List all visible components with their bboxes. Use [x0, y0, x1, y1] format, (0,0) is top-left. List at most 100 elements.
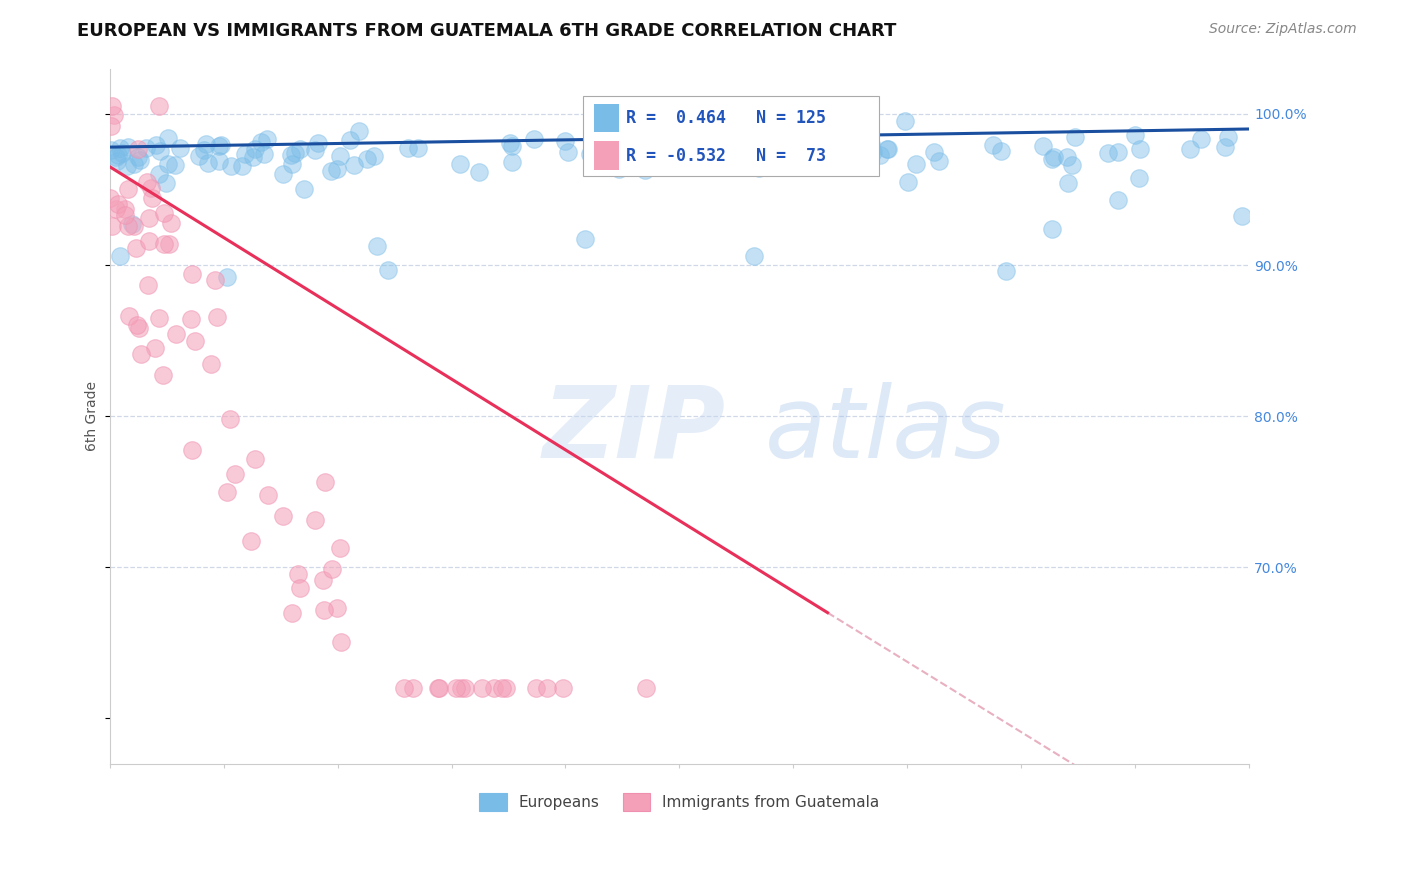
Point — [607, 161, 630, 176]
Point — [304, 143, 326, 157]
Point — [288, 142, 311, 156]
Point — [1060, 158, 1083, 172]
Point — [148, 167, 170, 181]
Point — [444, 681, 467, 696]
Point — [219, 411, 242, 425]
Point — [454, 681, 477, 696]
Point — [281, 607, 304, 621]
Point — [676, 141, 699, 155]
Point — [131, 347, 153, 361]
Point — [101, 219, 124, 233]
Point — [153, 206, 176, 220]
Point — [118, 309, 141, 323]
Point — [1056, 176, 1078, 190]
Point — [125, 318, 148, 332]
Point — [844, 158, 866, 172]
Point — [661, 148, 683, 162]
Point — [877, 142, 900, 156]
Point — [551, 681, 574, 696]
Point — [157, 131, 180, 145]
Point — [330, 635, 353, 649]
Point — [789, 140, 811, 154]
Point — [343, 158, 366, 172]
Point — [231, 159, 253, 173]
Point — [633, 163, 655, 178]
Point — [1107, 145, 1129, 160]
Point — [402, 681, 425, 696]
Point — [136, 277, 159, 292]
Point — [180, 311, 202, 326]
Point — [163, 158, 186, 172]
Point — [100, 119, 122, 133]
Bar — [593, 103, 619, 132]
Point — [524, 681, 547, 696]
Point — [107, 148, 129, 162]
Point — [922, 145, 945, 160]
Point — [148, 310, 170, 325]
Point — [128, 153, 150, 168]
Point — [1097, 146, 1119, 161]
Point — [160, 216, 183, 230]
Point — [628, 130, 651, 145]
Point — [105, 154, 128, 169]
Point — [339, 133, 361, 147]
Point — [1043, 150, 1066, 164]
Point — [200, 357, 222, 371]
Point — [1123, 128, 1146, 142]
Point — [377, 263, 399, 277]
Point — [271, 167, 294, 181]
Point — [103, 108, 125, 122]
Point — [114, 202, 136, 216]
Point — [392, 681, 415, 696]
Point — [366, 238, 388, 252]
Point — [117, 219, 139, 234]
Point — [523, 132, 546, 146]
Point — [215, 484, 238, 499]
Point — [98, 191, 121, 205]
Point — [574, 232, 596, 246]
Point — [292, 181, 315, 195]
Point — [141, 190, 163, 204]
Point — [716, 150, 738, 164]
Y-axis label: 6th Grade: 6th Grade — [86, 381, 100, 451]
Point — [664, 147, 686, 161]
Point — [329, 149, 352, 163]
Point — [742, 249, 765, 263]
Point — [165, 326, 187, 341]
Point — [491, 681, 513, 696]
Point — [100, 143, 122, 157]
Point — [1056, 150, 1078, 164]
Point — [290, 581, 312, 595]
Point — [636, 681, 658, 696]
Point — [114, 208, 136, 222]
Point — [108, 249, 131, 263]
Point — [180, 442, 202, 457]
Point — [138, 211, 160, 225]
Point — [554, 134, 576, 148]
Point — [666, 128, 689, 143]
Point — [761, 144, 783, 158]
Point — [250, 136, 273, 150]
Point — [149, 145, 172, 159]
Point — [257, 488, 280, 502]
Point — [314, 475, 336, 489]
Point — [127, 142, 149, 156]
Point — [928, 154, 950, 169]
Point — [312, 574, 335, 588]
Point — [655, 144, 678, 158]
Point — [1128, 171, 1150, 186]
Point — [304, 513, 326, 527]
Point — [127, 151, 149, 165]
Point — [100, 99, 122, 113]
Point — [152, 236, 174, 251]
Point — [138, 235, 160, 249]
Point — [219, 159, 242, 173]
Point — [471, 681, 494, 696]
Point — [287, 567, 309, 582]
Point — [205, 310, 228, 325]
Point — [990, 144, 1012, 158]
Point — [145, 342, 167, 356]
Point — [256, 132, 278, 146]
Point — [239, 533, 262, 548]
Point — [145, 137, 167, 152]
